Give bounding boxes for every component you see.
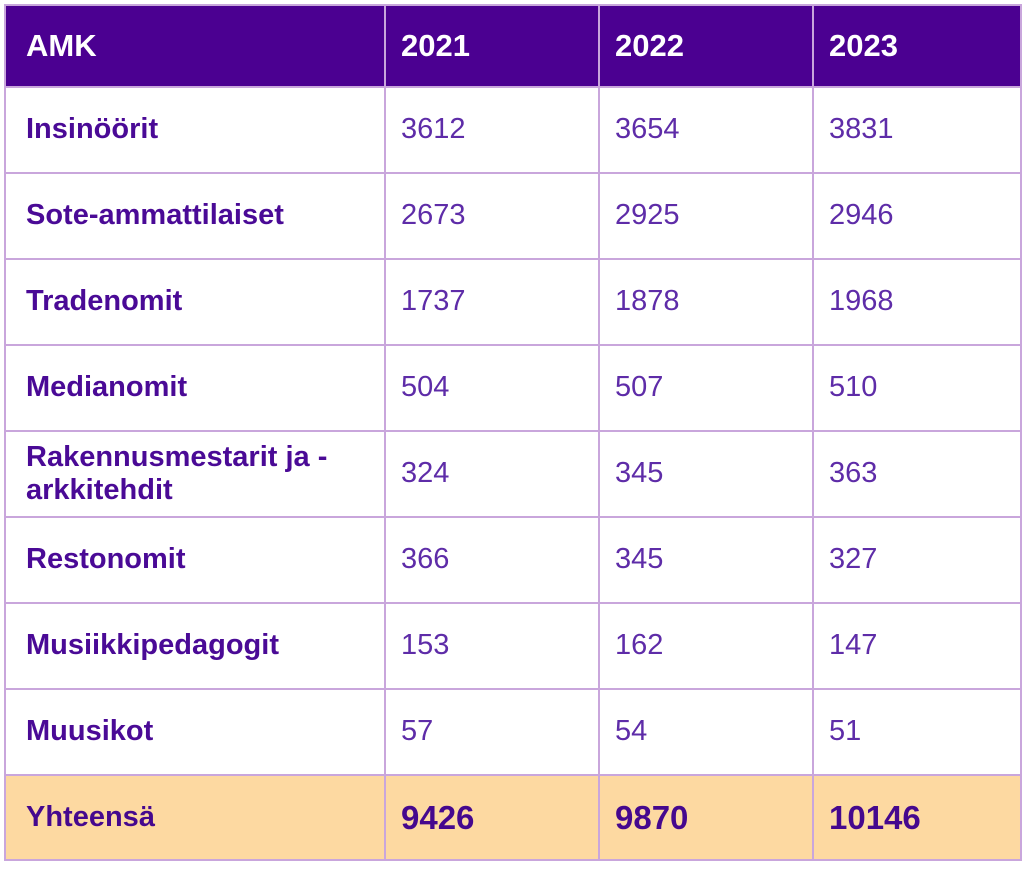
- table-row-musiikkipedagogit: Musiikkipedagogit 153 162 147: [4, 602, 1022, 690]
- cell-value: 1737: [384, 258, 600, 346]
- row-label: Musiikkipedagogit: [4, 602, 386, 690]
- cell-value: 363: [812, 430, 1022, 518]
- cell-value: 57: [384, 688, 600, 776]
- cell-value: 507: [598, 344, 814, 432]
- row-label: Medianomit: [4, 344, 386, 432]
- cell-value: 510: [812, 344, 1022, 432]
- cell-value: 51: [812, 688, 1022, 776]
- cell-value: 3654: [598, 86, 814, 174]
- cell-value: 147: [812, 602, 1022, 690]
- cell-value: 324: [384, 430, 600, 518]
- total-value-2023: 10146: [812, 774, 1022, 861]
- table-row-muusikot: Muusikot 57 54 51: [4, 688, 1022, 776]
- table-row-restonomit: Restonomit 366 345 327: [4, 516, 1022, 604]
- total-value-2022: 9870: [598, 774, 814, 861]
- cell-value: 3831: [812, 86, 1022, 174]
- cell-value: 2946: [812, 172, 1022, 260]
- cell-value: 504: [384, 344, 600, 432]
- cell-value: 327: [812, 516, 1022, 604]
- total-row: Yhteensä 9426 9870 10146: [4, 774, 1022, 861]
- cell-value: 1968: [812, 258, 1022, 346]
- row-label: Restonomit: [4, 516, 386, 604]
- row-label: Rakennusmestarit ja -arkkitehdit: [4, 430, 386, 518]
- table-row-tradenomit: Tradenomit 1737 1878 1968: [4, 258, 1022, 346]
- cell-value: 153: [384, 602, 600, 690]
- row-label: Insinöörit: [4, 86, 386, 174]
- row-label: Muusikot: [4, 688, 386, 776]
- cell-value: 162: [598, 602, 814, 690]
- column-header-2021: 2021: [384, 4, 600, 88]
- column-header-2023: 2023: [812, 4, 1022, 88]
- table-row-medianomit: Medianomit 504 507 510: [4, 344, 1022, 432]
- column-header-amk: AMK: [4, 4, 386, 88]
- column-header-2022: 2022: [598, 4, 814, 88]
- amk-statistics-table: AMK 2021 2022 2023 Insinöörit 3612 3654 …: [4, 4, 1022, 861]
- table-row-insinoorit: Insinöörit 3612 3654 3831: [4, 86, 1022, 174]
- table-row-sote-ammattilaiset: Sote-ammattilaiset 2673 2925 2946: [4, 172, 1022, 260]
- total-value-2021: 9426: [384, 774, 600, 861]
- cell-value: 2673: [384, 172, 600, 260]
- cell-value: 345: [598, 516, 814, 604]
- row-label: Tradenomit: [4, 258, 386, 346]
- cell-value: 54: [598, 688, 814, 776]
- row-label: Sote-ammattilaiset: [4, 172, 386, 260]
- header-row: AMK 2021 2022 2023: [4, 4, 1022, 88]
- table-row-rakennusmestarit: Rakennusmestarit ja -arkkitehdit 324 345…: [4, 430, 1022, 518]
- total-row-label: Yhteensä: [4, 774, 386, 861]
- cell-value: 3612: [384, 86, 600, 174]
- cell-value: 1878: [598, 258, 814, 346]
- cell-value: 345: [598, 430, 814, 518]
- cell-value: 2925: [598, 172, 814, 260]
- cell-value: 366: [384, 516, 600, 604]
